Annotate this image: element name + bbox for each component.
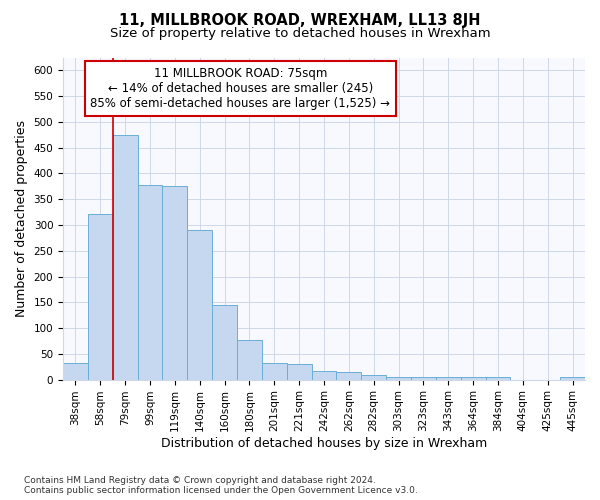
Text: 11, MILLBROOK ROAD, WREXHAM, LL13 8JH: 11, MILLBROOK ROAD, WREXHAM, LL13 8JH [119,12,481,28]
Y-axis label: Number of detached properties: Number of detached properties [15,120,28,317]
Bar [337,372,361,380]
Bar [560,377,585,380]
Bar [287,364,311,380]
Bar [311,372,337,380]
Bar [113,136,137,380]
Bar [461,377,485,380]
Bar [88,214,113,380]
Bar [411,377,436,380]
Bar [187,230,212,380]
Bar [262,362,287,380]
Text: Size of property relative to detached houses in Wrexham: Size of property relative to detached ho… [110,28,490,40]
Bar [212,305,237,380]
Bar [163,186,187,380]
Bar [137,186,163,380]
Bar [237,340,262,380]
Text: 11 MILLBROOK ROAD: 75sqm
← 14% of detached houses are smaller (245)
85% of semi-: 11 MILLBROOK ROAD: 75sqm ← 14% of detach… [91,67,391,110]
Bar [63,363,88,380]
X-axis label: Distribution of detached houses by size in Wrexham: Distribution of detached houses by size … [161,437,487,450]
Bar [361,376,386,380]
Bar [436,377,461,380]
Bar [485,377,511,380]
Bar [386,376,411,380]
Text: Contains HM Land Registry data © Crown copyright and database right 2024.
Contai: Contains HM Land Registry data © Crown c… [24,476,418,495]
